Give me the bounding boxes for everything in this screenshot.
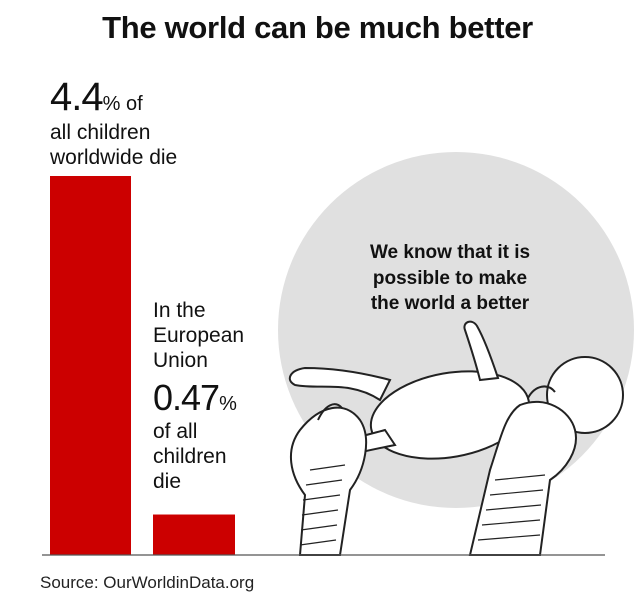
eu-line-2: children — [153, 444, 227, 468]
eu-unit: % — [219, 392, 237, 415]
eu-value: 0.47 — [153, 376, 220, 418]
page-title: The world can be much better — [102, 10, 533, 45]
circle-text-line-2: possible to make — [372, 267, 528, 289]
circle-text-line-1: We know that it is — [369, 242, 531, 263]
eu-label: In the European Union 0.47% of all child… — [153, 298, 244, 494]
worldwide-value: 4.4 — [50, 75, 104, 119]
worldwide-label: 4.4% of all children worldwide die — [50, 74, 177, 171]
worldwide-line-1: all children — [50, 121, 151, 145]
bar-european-union — [153, 514, 235, 555]
circle-text: We know that it is possible to make the … — [330, 240, 570, 317]
source-note: Source: OurWorldinData.org — [40, 573, 255, 592]
eu-prefix-3: Union — [153, 349, 208, 373]
worldwide-unit: % of — [102, 93, 143, 115]
eu-prefix-2: European — [153, 324, 245, 348]
eu-line-1: of all — [153, 419, 198, 443]
worldwide-line-2: worldwide die — [50, 145, 178, 169]
eu-prefix-1: In the — [153, 299, 206, 322]
hatching — [299, 464, 546, 546]
circle-text-line-3: the world a better — [370, 293, 530, 315]
bar-worldwide — [50, 176, 131, 555]
eu-line-3: die — [153, 470, 182, 494]
